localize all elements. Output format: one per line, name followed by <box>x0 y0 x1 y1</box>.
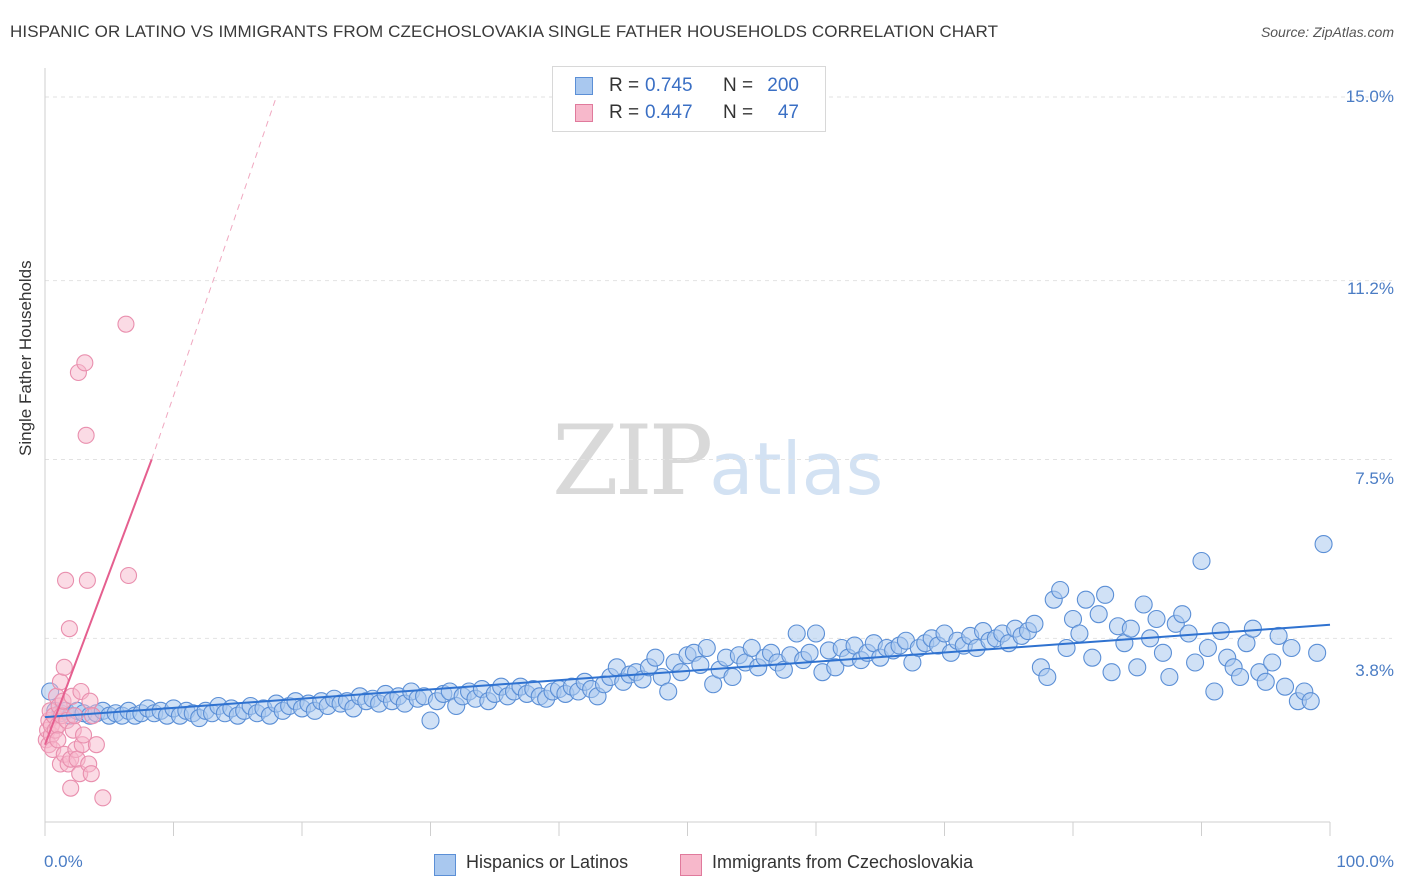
data-point-hispanics <box>1173 605 1192 624</box>
data-point-hispanics <box>1102 663 1121 682</box>
data-point-czechoslovakia <box>55 658 73 676</box>
data-point-czechoslovakia <box>119 566 138 585</box>
data-point-czechoslovakia <box>76 354 94 372</box>
data-point-hispanics <box>697 638 716 658</box>
y-tick-label-7: 7.5% <box>1355 469 1394 488</box>
data-point-czechoslovakia <box>62 779 80 797</box>
data-point-hispanics <box>723 667 742 687</box>
legend-swatch-pink <box>680 854 702 876</box>
trendline-czechoslovakia <box>44 459 153 746</box>
data-point-hispanics <box>1057 638 1076 658</box>
legend-label: Hispanics or Latinos <box>466 852 629 872</box>
x-tick-label-min: 0.0% <box>44 852 83 871</box>
data-point-czechoslovakia <box>87 736 105 754</box>
data-point-czechoslovakia <box>81 692 99 710</box>
pink-swatch <box>575 104 593 122</box>
r-label: R = <box>609 75 640 96</box>
data-point-hispanics <box>1256 672 1275 691</box>
data-point-hispanics <box>787 624 806 643</box>
data-point-czechoslovakia <box>117 315 135 333</box>
data-point-hispanics <box>1128 658 1147 677</box>
data-point-hispanics <box>1096 585 1115 604</box>
data-point-hispanics <box>646 648 665 667</box>
data-point-czechoslovakia <box>49 731 67 749</box>
data-point-hispanics <box>1051 580 1070 600</box>
data-point-hispanics <box>1275 677 1295 696</box>
data-point-hispanics <box>1205 682 1224 701</box>
data-point-hispanics <box>1121 619 1140 638</box>
data-point-czechoslovakia <box>78 571 96 589</box>
data-point-hispanics <box>1314 535 1333 554</box>
watermark-atlas: atlas <box>709 427 884 511</box>
y-tick-label-15: 15.0% <box>1345 87 1394 106</box>
data-point-hispanics <box>1038 667 1057 687</box>
n-label: N = <box>723 102 754 123</box>
x-tick-label-max: 100.0% <box>1336 852 1394 871</box>
data-point-czechoslovakia <box>83 707 102 725</box>
data-point-czechoslovakia <box>82 765 100 783</box>
watermark-zip: ZIP <box>552 405 713 517</box>
data-point-czechoslovakia <box>75 726 93 744</box>
data-point-hispanics <box>806 624 826 643</box>
data-point-hispanics <box>1211 622 1230 641</box>
data-point-czechoslovakia <box>60 620 78 638</box>
blue-swatch <box>575 77 593 95</box>
data-point-hispanics <box>1153 643 1172 662</box>
data-point-hispanics <box>1243 619 1262 638</box>
stats-box: R = 0.745 N = 200 R = 0.447 N = 47 <box>552 66 826 132</box>
legend-label: Immigrants from Czechoslovakia <box>712 852 974 872</box>
data-point-hispanics <box>742 638 761 658</box>
data-point-czechoslovakia <box>94 789 112 807</box>
data-point-hispanics <box>826 658 845 677</box>
data-point-czechoslovakia <box>57 571 75 589</box>
data-point-hispanics <box>1134 595 1153 614</box>
trendline-hispanics <box>44 623 1331 719</box>
data-point-hispanics <box>1263 653 1282 672</box>
data-point-hispanics <box>1083 648 1102 667</box>
data-point-hispanics <box>1160 667 1179 687</box>
n-value: 47 <box>777 102 799 123</box>
data-point-hispanics <box>1308 643 1327 662</box>
data-point-hispanics <box>1301 692 1320 711</box>
data-point-hispanics <box>659 682 678 701</box>
data-point-czechoslovakia <box>77 426 95 444</box>
source-label: Source: ZipAtlas.com <box>1260 24 1394 40</box>
r-label: R = <box>609 102 640 123</box>
data-point-hispanics <box>1147 609 1166 629</box>
n-value: 200 <box>767 75 799 96</box>
y-tick-label-11: 11.2% <box>1347 279 1394 298</box>
data-point-hispanics <box>1192 551 1211 571</box>
data-point-hispanics <box>1282 638 1301 658</box>
data-point-hispanics <box>1089 605 1108 624</box>
r-value: 0.745 <box>645 75 693 96</box>
data-point-hispanics <box>1076 590 1095 609</box>
legend-swatch-blue <box>434 854 456 876</box>
data-point-hispanics <box>1269 626 1288 645</box>
data-point-hispanics <box>1179 624 1198 643</box>
chart-title: HISPANIC OR LATINO VS IMMIGRANTS FROM CZ… <box>10 22 999 41</box>
data-point-hispanics <box>1186 653 1205 672</box>
data-point-hispanics <box>800 643 819 662</box>
watermark: ZIPatlas <box>552 405 883 517</box>
trendline-czechoslovakia-extension <box>151 96 277 460</box>
r-value: 0.447 <box>645 102 693 123</box>
y-tick-label-3: 3.8% <box>1355 661 1394 680</box>
data-point-hispanics <box>1231 667 1250 687</box>
n-label: N = <box>723 75 754 96</box>
data-point-hispanics <box>1025 614 1044 633</box>
data-point-hispanics <box>1198 638 1217 658</box>
data-point-hispanics <box>1070 624 1089 643</box>
data-point-hispanics <box>421 711 440 730</box>
